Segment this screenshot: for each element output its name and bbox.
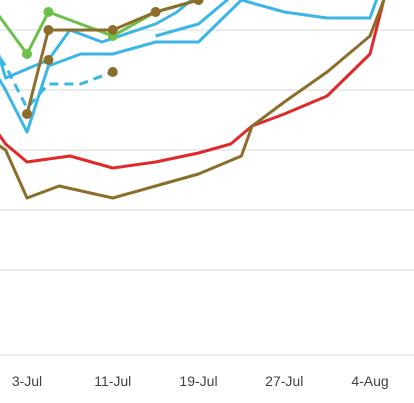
data-point-5 [22, 109, 32, 119]
data-point-6 [107, 67, 118, 77]
data-point-5 [150, 7, 161, 17]
x-tick-label: 19-Jul [179, 373, 217, 389]
x-tick-label: 3-Jul [12, 373, 42, 389]
data-point-6 [43, 55, 54, 65]
series-line-3 [155, 0, 230, 38]
series-line-1 [0, 0, 379, 134]
series-line-2 [0, 55, 114, 110]
series-line-8 [0, 0, 386, 200]
data-point-5 [43, 25, 54, 35]
x-tick-label: 11-Jul [94, 373, 131, 389]
series-line-7 [0, 0, 386, 170]
x-tick-label: 27-Jul [265, 373, 303, 389]
data-point-4 [22, 49, 32, 59]
x-tick-label: 4-Aug [351, 373, 388, 389]
data-point-5 [107, 25, 118, 35]
series-line-5 [25, 0, 202, 115]
data-point-5 [193, 0, 204, 5]
data-point-4 [43, 7, 54, 17]
series-line-4 [0, 0, 202, 56]
series-line-0 [0, 0, 194, 80]
